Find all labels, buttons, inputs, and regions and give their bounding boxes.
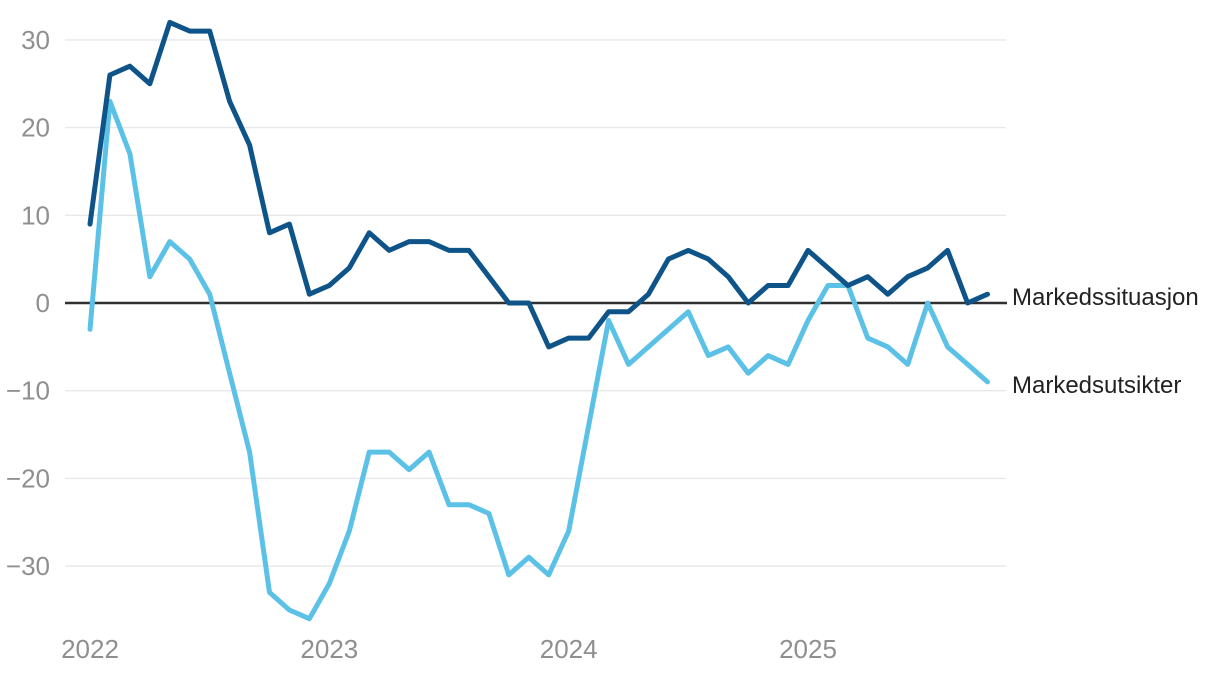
y-axis-tick-label: 0 bbox=[36, 288, 50, 318]
series-label-markedssituasjon: Markedssituasjon bbox=[1012, 284, 1199, 311]
y-axis-labels: 30 20 10 0 −10 −20 −30 bbox=[6, 25, 50, 581]
x-axis-tick-label: 2022 bbox=[61, 634, 119, 664]
x-axis-tick-label: 2023 bbox=[300, 634, 358, 664]
x-axis-tick-label: 2024 bbox=[540, 634, 598, 664]
y-axis-tick-label: −20 bbox=[6, 463, 50, 493]
y-axis-tick-label: −10 bbox=[6, 376, 50, 406]
y-axis-tick-label: −30 bbox=[6, 551, 50, 581]
y-axis-tick-label: 20 bbox=[21, 113, 50, 143]
y-axis-tick-label: 30 bbox=[21, 25, 50, 55]
series-label-markedsutsikter: Markedsutsikter bbox=[1012, 372, 1181, 399]
x-axis-tick-label: 2025 bbox=[779, 634, 837, 664]
markedsutsikter-line bbox=[87, 98, 990, 622]
markedssituasjon-line bbox=[87, 19, 990, 350]
x-axis-labels: 2022 2023 2024 2025 bbox=[61, 634, 837, 664]
y-axis-tick-label: 10 bbox=[21, 200, 50, 230]
